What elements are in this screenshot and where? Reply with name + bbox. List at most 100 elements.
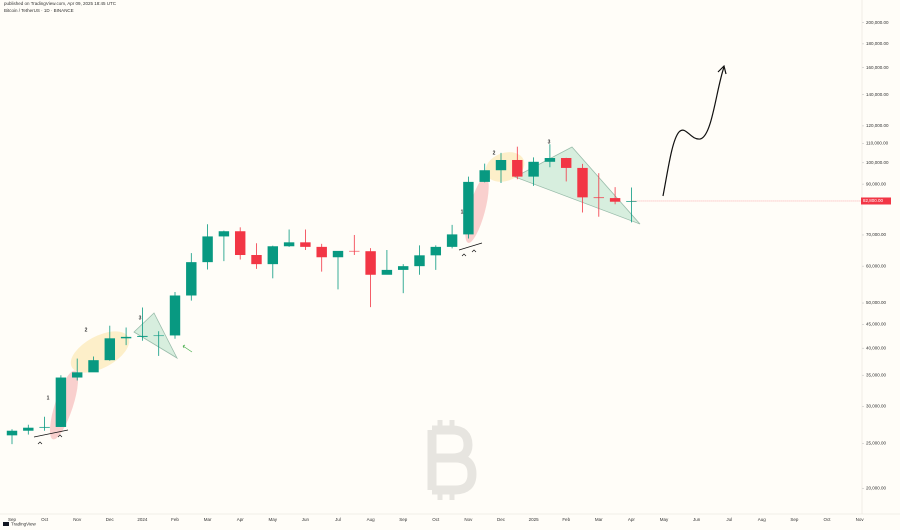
candle-body xyxy=(430,246,442,256)
y-tick-label: 200,000.00 xyxy=(866,20,889,25)
candle-body xyxy=(495,159,507,171)
y-tick-label: 20,000.00 xyxy=(866,486,887,491)
wave-label: 1 xyxy=(461,209,464,215)
candle-body xyxy=(397,266,409,270)
candle-body xyxy=(349,250,360,252)
x-tick-label: Jun xyxy=(693,517,701,522)
x-tick-label: Aug xyxy=(758,517,767,522)
candle-body xyxy=(55,377,67,427)
y-tick-label: 30,000.00 xyxy=(866,404,887,409)
wave-label: 3 xyxy=(139,315,142,321)
candle-body xyxy=(463,181,474,235)
candle-body xyxy=(414,255,425,267)
candle-body xyxy=(88,360,99,373)
x-tick-label: Apr xyxy=(237,517,245,522)
x-tick-label: Nov xyxy=(464,517,473,522)
candle-body xyxy=(251,255,262,265)
candle-body xyxy=(479,170,490,182)
wave-label: 3 xyxy=(548,139,551,145)
x-tick-label: Oct xyxy=(823,517,831,522)
projection-arrow xyxy=(662,64,727,197)
y-tick-label: 25,000.00 xyxy=(866,440,887,445)
y-tick-label: 100,000.00 xyxy=(866,160,889,165)
y-tick-label: 70,000.00 xyxy=(866,232,887,237)
x-tick-label: Dec xyxy=(497,517,506,522)
x-tick-label: Jul xyxy=(335,517,341,522)
candle-body xyxy=(153,335,164,337)
y-tick-label: 60,000.00 xyxy=(866,263,887,268)
candle-body xyxy=(218,231,230,237)
price-tag: 82,800.00 xyxy=(863,198,884,203)
candle-body xyxy=(137,335,148,337)
wave-label: 2 xyxy=(85,327,88,333)
candle-body xyxy=(577,167,588,198)
price-tag-box xyxy=(861,197,891,205)
candle-body xyxy=(528,161,539,177)
candle-body xyxy=(512,159,523,177)
x-tick-label: Sep xyxy=(8,517,17,522)
x-tick-label: Feb xyxy=(171,517,179,522)
candle-body xyxy=(104,338,116,361)
x-tick-label: Oct xyxy=(432,517,440,522)
y-tick-label: 140,000.00 xyxy=(866,92,889,97)
candle-body xyxy=(267,246,279,265)
x-tick-label: May xyxy=(660,517,669,522)
x-tick-label: Jul xyxy=(726,517,732,522)
symbol: Bitcoin / TetherUS · 1D · BINANCE xyxy=(4,8,74,13)
candle-body xyxy=(300,242,311,247)
candle-body xyxy=(626,200,637,202)
candle-body xyxy=(234,231,246,256)
x-tick-label: May xyxy=(269,517,278,522)
x-tick-label: Nov xyxy=(73,517,82,522)
y-tick-label: 90,000.00 xyxy=(866,181,887,186)
candle-body xyxy=(560,158,572,168)
x-tick-label: Sep xyxy=(399,517,408,522)
candle-body xyxy=(593,197,605,199)
x-tick-label: Dec xyxy=(106,517,115,522)
wave-label: 2 xyxy=(493,150,496,156)
candle-body xyxy=(23,427,34,431)
candles xyxy=(6,144,637,445)
x-tick-label: Nov xyxy=(856,517,865,522)
candle-body xyxy=(283,242,295,247)
candle-body xyxy=(381,269,393,275)
footer: TradingView xyxy=(3,522,37,527)
y-tick-label: 110,000.00 xyxy=(866,141,889,146)
candle-body xyxy=(120,336,132,339)
candle-body xyxy=(71,372,83,378)
x-tick-label: Apr xyxy=(628,517,636,522)
x-tick-label: Mar xyxy=(595,517,603,522)
candle-body xyxy=(609,198,621,202)
candle-body xyxy=(169,295,181,336)
y-tick-label: 180,000.00 xyxy=(866,41,889,46)
x-tick-label: Feb xyxy=(562,517,570,522)
x-tick-label: Mar xyxy=(204,517,212,522)
candle-body xyxy=(446,234,458,247)
x-tick-label: Oct xyxy=(41,517,49,522)
candle-body xyxy=(544,158,556,162)
y-tick-label: 50,000.00 xyxy=(866,300,887,305)
x-tick-label: 2024 xyxy=(137,517,148,522)
y-tick-label: 120,000.00 xyxy=(866,123,889,128)
x-tick-label: Jun xyxy=(302,517,310,522)
x-tick-label: Sep xyxy=(790,517,799,522)
candle-body xyxy=(316,246,327,258)
x-tick-label: Aug xyxy=(367,517,376,522)
candle-body xyxy=(365,251,376,275)
y-tick-label: 160,000.00 xyxy=(866,65,889,70)
footer-text: TradingView xyxy=(11,522,37,527)
candle-body xyxy=(6,430,18,436)
watermark xyxy=(427,420,477,500)
candle-body xyxy=(332,250,344,258)
y-tick-label: 45,000.00 xyxy=(866,322,887,327)
candle-body xyxy=(202,236,213,263)
y-tick-label: 40,000.00 xyxy=(866,345,887,350)
wave-label: 1 xyxy=(47,395,50,401)
candle-body xyxy=(39,426,50,428)
y-tick-label: 35,000.00 xyxy=(866,372,887,377)
candle-body xyxy=(186,262,197,296)
x-tick-label: 2025 xyxy=(529,517,540,522)
header: published on TradingView.com, Apr 09, 20… xyxy=(4,1,117,6)
